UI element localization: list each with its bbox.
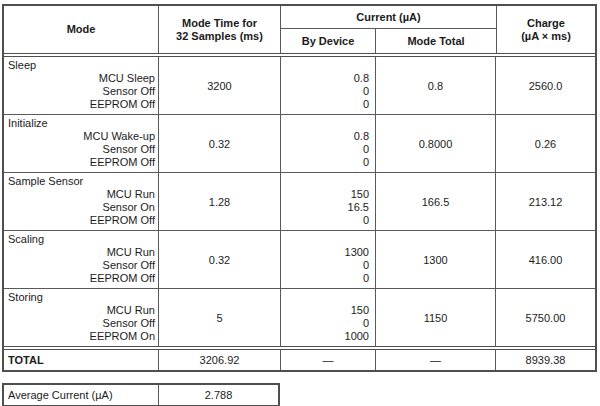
device-line: Sensor Off bbox=[4, 317, 158, 330]
mode-total-value: 1300 bbox=[376, 231, 496, 288]
table-row-scaling: Scaling MCU Run Sensor Off EEPROM Off 0.… bbox=[4, 231, 595, 289]
by-device-value: 1000 bbox=[281, 330, 375, 343]
device-line: EEPROM Off bbox=[4, 98, 158, 111]
header-charge: Charge (µA × ms) bbox=[497, 6, 595, 53]
device-line: MCU Run bbox=[4, 246, 158, 259]
power-budget-page: Mode Mode Time for 32 Samples (ms) Curre… bbox=[0, 0, 600, 406]
mode-total-value: 0.8000 bbox=[376, 115, 496, 172]
device-line: EEPROM Off bbox=[4, 214, 158, 227]
device-line: Sensor On bbox=[4, 201, 158, 214]
header-current: Current (µA) bbox=[281, 6, 496, 29]
device-line: Sensor Off bbox=[4, 143, 158, 156]
by-device-value: 0 bbox=[281, 259, 375, 272]
by-device-value: 0 bbox=[281, 98, 375, 111]
by-device-value: 0.8 bbox=[281, 130, 375, 143]
by-device-cell: 150 0 1000 bbox=[281, 289, 376, 346]
header-mode-total: Mode Total bbox=[376, 29, 496, 53]
header-mode-time: Mode Time for 32 Samples (ms) bbox=[159, 6, 281, 53]
table-header-row: Mode Mode Time for 32 Samples (ms) Curre… bbox=[4, 6, 595, 57]
total-by-device-dash: — bbox=[281, 350, 376, 370]
mode-time-value: 3200 bbox=[159, 57, 281, 114]
average-current-value: 2.788 bbox=[159, 385, 278, 405]
by-device-value: 0.8 bbox=[281, 72, 375, 85]
by-device-value: 0 bbox=[281, 85, 375, 98]
mode-cell: Scaling MCU Run Sensor Off EEPROM Off bbox=[4, 231, 159, 288]
by-device-value: 0 bbox=[281, 317, 375, 330]
header-mode-time-line1: Mode Time for bbox=[182, 17, 257, 30]
header-charge-line1: Charge bbox=[527, 17, 565, 30]
by-device-value: 0 bbox=[281, 272, 375, 285]
by-device-value: 0 bbox=[281, 214, 375, 227]
mode-cell: Sample Sensor MCU Run Sensor On EEPROM O… bbox=[4, 173, 159, 230]
mode-time-value: 5 bbox=[159, 289, 281, 346]
header-mode-time-line2: 32 Samples (ms) bbox=[176, 30, 263, 43]
table-row-sleep: Sleep MCU Sleep Sensor Off EEPROM Off 32… bbox=[4, 57, 595, 115]
mode-total-value: 0.8 bbox=[376, 57, 496, 114]
device-line: MCU Wake-up bbox=[4, 130, 158, 143]
total-label: TOTAL bbox=[4, 350, 159, 370]
by-device-value: 1300 bbox=[281, 246, 375, 259]
mode-time-value: 1.28 bbox=[159, 173, 281, 230]
average-current-label: Average Current (µA) bbox=[4, 385, 159, 405]
by-device-value: 150 bbox=[281, 304, 375, 317]
mode-cell: Sleep MCU Sleep Sensor Off EEPROM Off bbox=[4, 57, 159, 114]
mode-time-value: 0.32 bbox=[159, 231, 281, 288]
header-mode: Mode bbox=[4, 6, 159, 53]
by-device-cell: 150 16.5 0 bbox=[281, 173, 376, 230]
table-row-initialize: Initialize MCU Wake-up Sensor Off EEPROM… bbox=[4, 115, 595, 173]
mode-group-label: Scaling bbox=[4, 233, 158, 246]
header-charge-line2: (µA × ms) bbox=[521, 30, 571, 43]
by-device-value: 0 bbox=[281, 156, 375, 169]
device-line: MCU Run bbox=[4, 188, 158, 201]
total-mode-total-dash: — bbox=[376, 350, 496, 370]
by-device-value: 16.5 bbox=[281, 201, 375, 214]
mode-group-label: Sample Sensor bbox=[4, 175, 158, 188]
total-charge: 8939.38 bbox=[496, 350, 595, 370]
table-row-storing: Storing MCU Run Sensor Off EEPROM On 5 1… bbox=[4, 289, 595, 346]
charge-value: 2560.0 bbox=[496, 57, 595, 114]
charge-value: 416.00 bbox=[496, 231, 595, 288]
mode-cell: Storing MCU Run Sensor Off EEPROM On bbox=[4, 289, 159, 346]
device-line: MCU Run bbox=[4, 304, 158, 317]
mode-time-value: 0.32 bbox=[159, 115, 281, 172]
header-current-subrow: By Device Mode Total bbox=[281, 29, 496, 53]
device-line: MCU Sleep bbox=[4, 72, 158, 85]
by-device-value: 0 bbox=[281, 143, 375, 156]
mode-cell: Initialize MCU Wake-up Sensor Off EEPROM… bbox=[4, 115, 159, 172]
by-device-cell: 0.8 0 0 bbox=[281, 115, 376, 172]
device-line: Sensor Off bbox=[4, 259, 158, 272]
by-device-value: 150 bbox=[281, 188, 375, 201]
device-line: EEPROM On bbox=[4, 330, 158, 343]
mode-total-value: 1150 bbox=[376, 289, 496, 346]
mode-group-label: Sleep bbox=[4, 59, 158, 72]
header-by-device: By Device bbox=[281, 29, 376, 53]
device-line: EEPROM Off bbox=[4, 156, 158, 169]
mode-total-value: 166.5 bbox=[376, 173, 496, 230]
total-mode-time: 3206.92 bbox=[159, 350, 281, 370]
table-row-total: TOTAL 3206.92 — — 8939.38 bbox=[4, 346, 595, 370]
device-line: EEPROM Off bbox=[4, 272, 158, 285]
average-current-table: Average Current (µA) 2.788 bbox=[2, 383, 280, 406]
mode-group-label: Storing bbox=[4, 291, 158, 304]
device-line: Sensor Off bbox=[4, 85, 158, 98]
table-row-sample-sensor: Sample Sensor MCU Run Sensor On EEPROM O… bbox=[4, 173, 595, 231]
power-budget-table: Mode Mode Time for 32 Samples (ms) Curre… bbox=[2, 4, 597, 372]
mode-group-label: Initialize bbox=[4, 117, 158, 130]
by-device-cell: 0.8 0 0 bbox=[281, 57, 376, 114]
by-device-cell: 1300 0 0 bbox=[281, 231, 376, 288]
charge-value: 0.26 bbox=[496, 115, 595, 172]
charge-value: 213.12 bbox=[496, 173, 595, 230]
header-current-group: Current (µA) By Device Mode Total bbox=[281, 6, 497, 53]
charge-value: 5750.00 bbox=[496, 289, 595, 346]
